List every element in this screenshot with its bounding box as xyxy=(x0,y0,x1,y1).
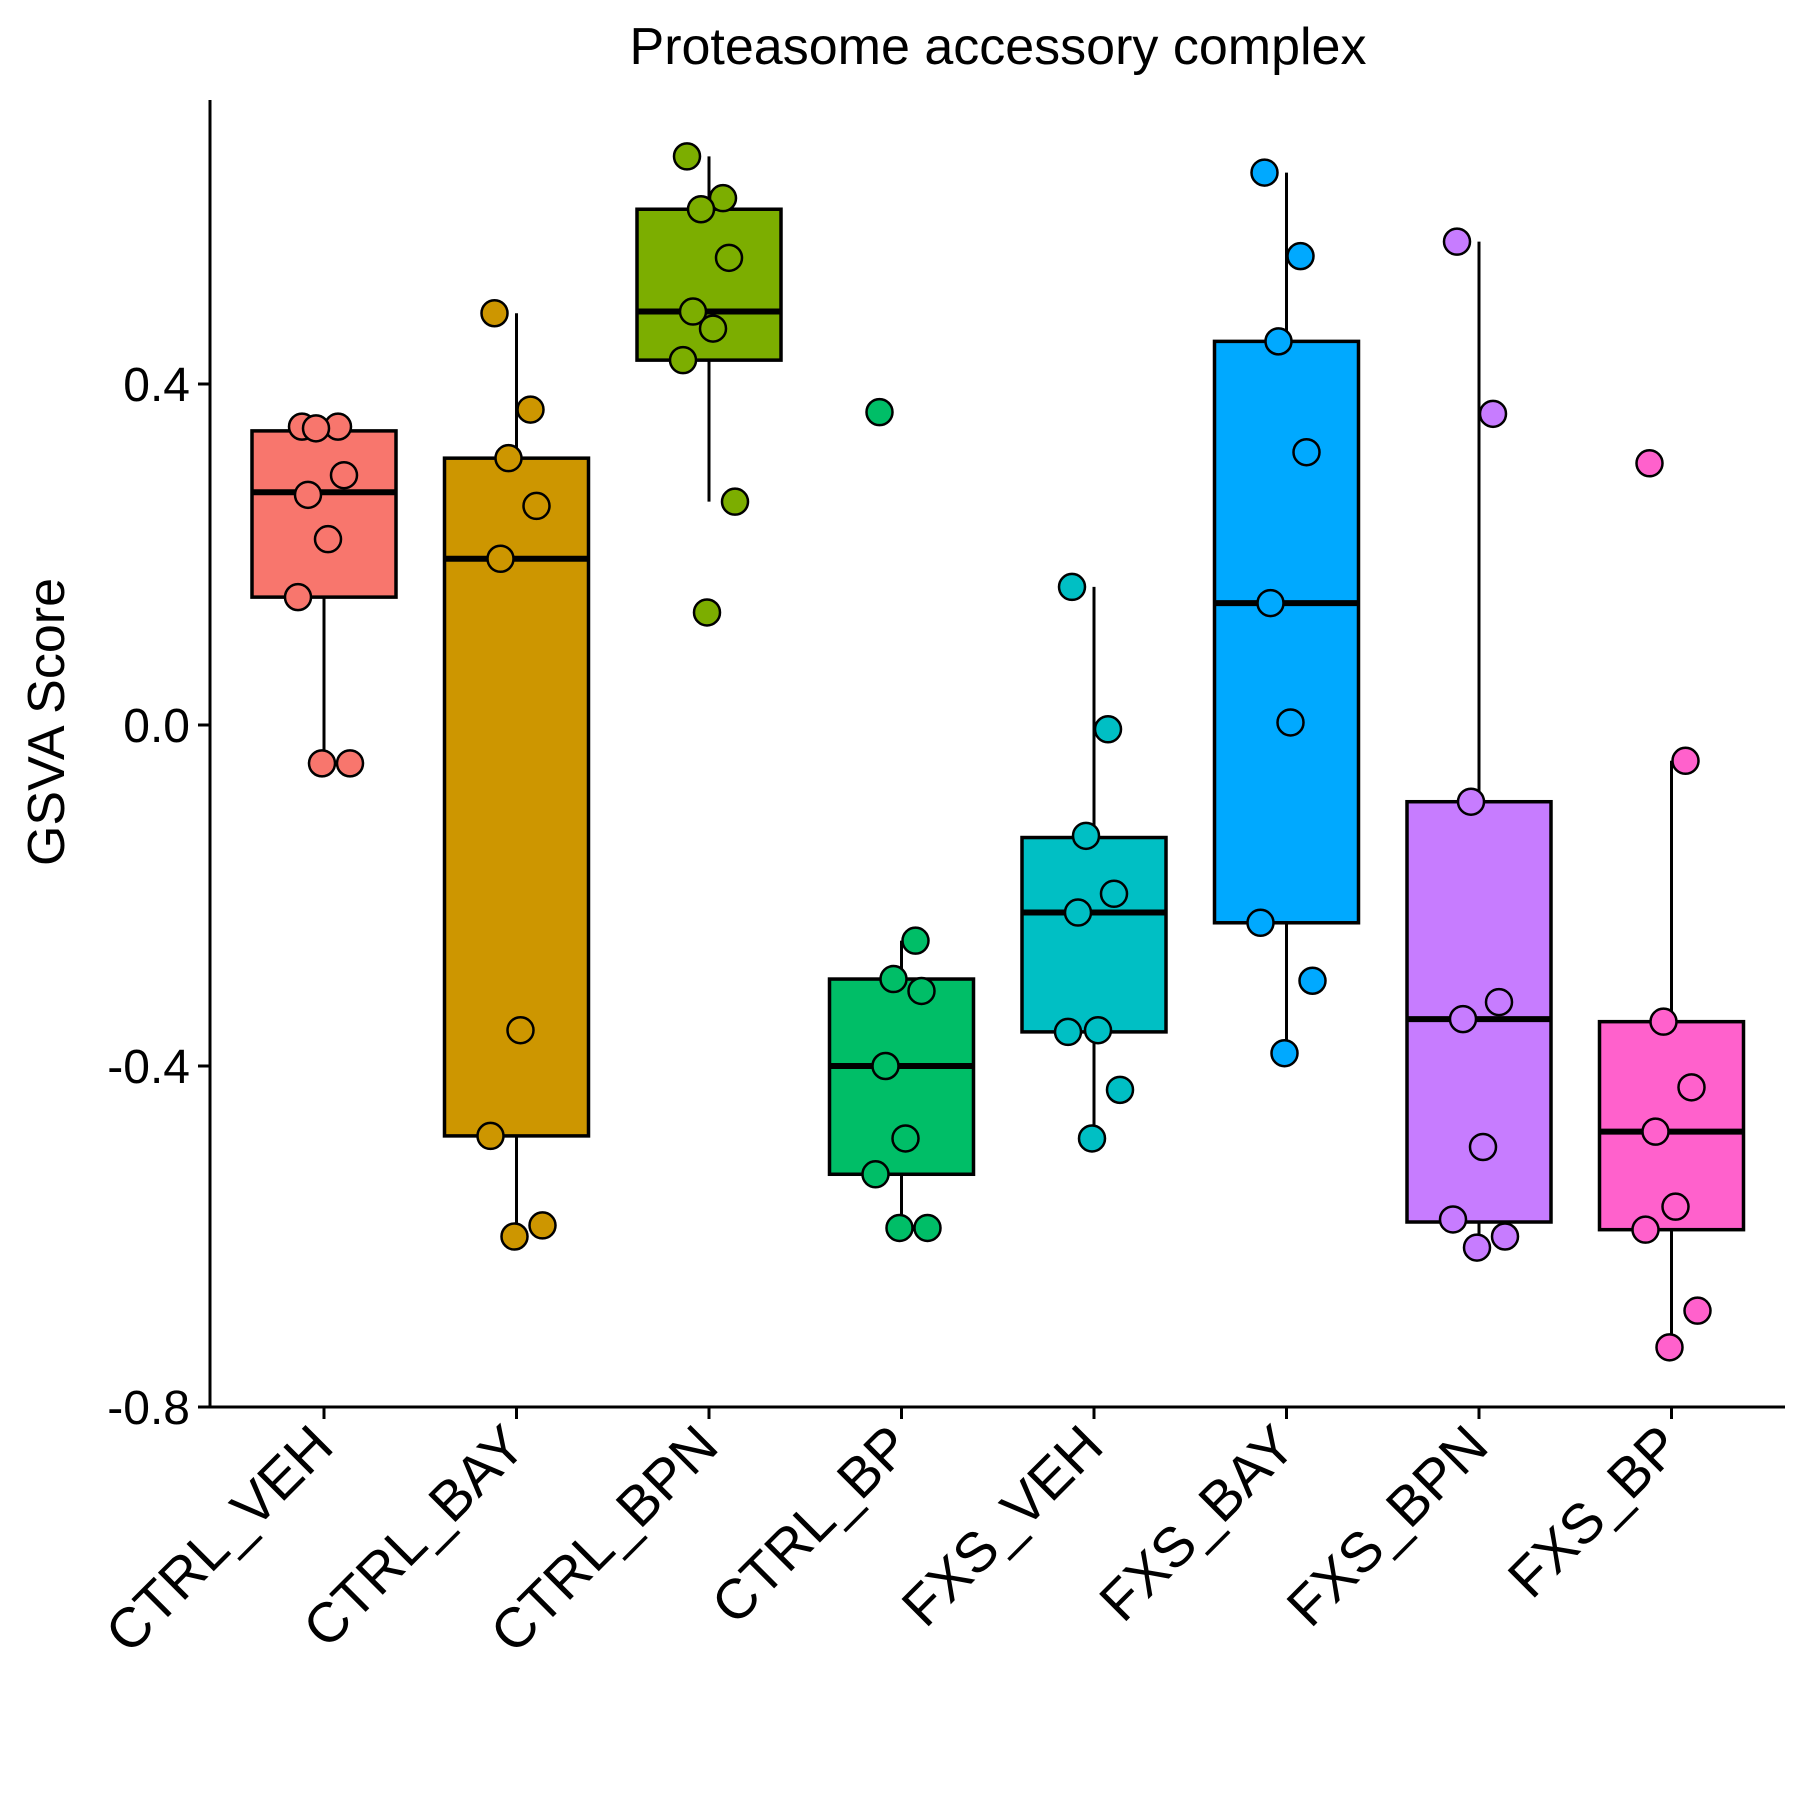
data-point xyxy=(506,1015,535,1045)
x-tick-label: CTRL_BP xyxy=(699,1413,922,1636)
box xyxy=(1020,835,1168,1034)
data-point xyxy=(329,460,359,490)
box-group-ctrl-bpn xyxy=(635,142,783,627)
data-point xyxy=(891,1124,920,1153)
x-tick-label: FXS_BAY xyxy=(1087,1413,1307,1633)
data-point xyxy=(1661,1192,1690,1221)
data-point xyxy=(865,397,894,427)
box-group-ctrl-bay xyxy=(442,298,591,1251)
y-tick-label: -0.4 xyxy=(107,1041,190,1094)
x-tick-label: FXS_VEH xyxy=(889,1413,1114,1638)
box-group-fxs-bp xyxy=(1597,449,1746,1362)
data-point xyxy=(1099,879,1129,909)
data-point xyxy=(1256,588,1285,618)
y-tick-label: 0.0 xyxy=(123,700,190,753)
data-point xyxy=(1456,787,1486,816)
data-point xyxy=(494,443,523,473)
data-point xyxy=(692,598,722,627)
data-point xyxy=(1631,1215,1660,1244)
data-point xyxy=(901,926,930,955)
data-point xyxy=(313,524,343,554)
y-axis-label: GSVA Score xyxy=(18,578,76,866)
data-point xyxy=(476,1121,505,1151)
data-point xyxy=(1484,987,1514,1017)
box-group-fxs-bpn xyxy=(1405,227,1553,1262)
data-point xyxy=(528,1211,557,1240)
data-point xyxy=(672,142,702,171)
box-group-ctrl-veh xyxy=(250,412,398,778)
data-point xyxy=(307,749,337,778)
chart-title: Proteasome accessory complex xyxy=(630,18,1367,76)
data-point xyxy=(1448,1004,1478,1034)
plot-area: -0.8-0.40.00.4CTRL_VEHCTRL_BAYCTRL_BPNCT… xyxy=(93,100,1785,1664)
data-point xyxy=(516,395,545,424)
box-group-fxs-bay xyxy=(1212,158,1361,1068)
data-point xyxy=(293,480,323,510)
data-point xyxy=(913,1213,942,1243)
data-point xyxy=(720,487,750,516)
data-point xyxy=(1063,898,1093,927)
data-point xyxy=(480,298,509,328)
box xyxy=(250,429,398,599)
data-point xyxy=(1490,1222,1520,1251)
data-point xyxy=(1292,437,1321,467)
data-point xyxy=(1105,1075,1135,1105)
data-point xyxy=(698,314,728,343)
data-point xyxy=(1071,821,1101,851)
data-point xyxy=(486,544,515,574)
data-point xyxy=(1298,966,1327,995)
data-point xyxy=(1093,715,1123,744)
data-point xyxy=(668,345,698,375)
data-point xyxy=(1641,1117,1670,1146)
data-point xyxy=(301,414,331,443)
data-point xyxy=(879,964,908,994)
data-point xyxy=(1649,1007,1678,1036)
data-point xyxy=(1438,1205,1468,1234)
data-point xyxy=(708,183,738,213)
data-point xyxy=(1478,399,1508,429)
data-point xyxy=(1671,746,1700,776)
data-point xyxy=(1655,1333,1684,1362)
data-point xyxy=(678,297,708,326)
box xyxy=(1212,339,1361,925)
data-point xyxy=(1053,1017,1083,1047)
data-point xyxy=(1677,1073,1706,1102)
data-point xyxy=(1635,449,1664,478)
data-point xyxy=(1270,1038,1299,1068)
y-tick-label: -0.8 xyxy=(107,1382,190,1435)
data-point xyxy=(714,243,744,273)
data-point xyxy=(907,976,936,1006)
data-point xyxy=(1442,227,1472,256)
x-tick-label: FXS_BP xyxy=(1496,1413,1692,1609)
data-point xyxy=(283,582,313,612)
box-group-ctrl-bp xyxy=(827,397,976,1243)
box-group-fxs-veh xyxy=(1020,572,1168,1153)
data-point xyxy=(1250,158,1279,187)
data-point xyxy=(1264,327,1293,356)
data-point xyxy=(1286,241,1315,271)
x-tick-label: FXS_BPN xyxy=(1274,1413,1499,1638)
data-point xyxy=(1468,1132,1498,1162)
data-point xyxy=(871,1051,900,1081)
data-point xyxy=(1057,572,1087,602)
data-point xyxy=(1077,1124,1107,1153)
data-point xyxy=(500,1222,529,1251)
data-point xyxy=(335,749,365,778)
data-point xyxy=(1276,708,1305,737)
data-point xyxy=(1083,1015,1113,1045)
y-tick-label: 0.4 xyxy=(123,359,190,412)
data-point xyxy=(522,491,551,521)
data-point xyxy=(686,194,716,224)
data-point xyxy=(861,1160,890,1189)
data-point xyxy=(1462,1233,1492,1262)
data-point xyxy=(1683,1296,1712,1325)
data-point xyxy=(1246,908,1275,938)
data-point xyxy=(885,1213,914,1243)
